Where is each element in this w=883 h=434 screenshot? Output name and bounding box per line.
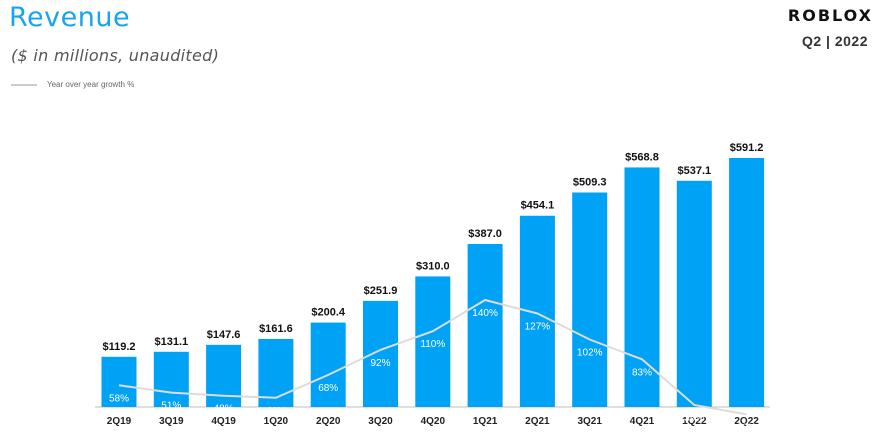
x-tick-label: 1Q22 <box>682 416 707 427</box>
growth-pct-label: 39% <box>684 413 704 424</box>
revenue-bar <box>676 180 712 407</box>
bar-value-label: $387.0 <box>468 228 502 240</box>
revenue-bar <box>467 244 503 407</box>
revenue-bar <box>101 356 137 407</box>
bar-value-label: $310.0 <box>416 260 450 272</box>
bar-value-label: $131.1 <box>154 336 188 348</box>
legend-line-swatch <box>11 83 37 86</box>
x-tick-label: 2Q22 <box>734 416 759 427</box>
growth-pct-label: 48% <box>214 404 234 415</box>
bar-value-label: $119.2 <box>102 341 135 353</box>
bar-value-label: $147.6 <box>207 329 241 341</box>
x-tick-label: 3Q20 <box>368 416 393 427</box>
bar-value-label: $161.6 <box>259 323 293 335</box>
growth-pct-label: 46% <box>266 406 286 417</box>
growth-pct-label: 110% <box>420 339 445 350</box>
revenue-bar <box>572 192 608 407</box>
growth-pct-label: 92% <box>370 358 390 369</box>
bar-value-label: $454.1 <box>521 200 555 212</box>
bar-value-label: $200.4 <box>311 307 346 319</box>
bar-value-label: $568.8 <box>625 151 659 163</box>
growth-pct-label: 102% <box>577 348 603 359</box>
x-tick-label: 4Q20 <box>421 416 446 427</box>
revenue-bar <box>363 300 398 407</box>
x-tick-label: 1Q21 <box>473 416 498 427</box>
x-tick-label: 3Q19 <box>159 416 184 427</box>
roblox-logo: ROBLOX <box>787 6 873 25</box>
report-period: Q2 | 2022 <box>801 33 868 49</box>
x-tick-label: 2Q21 <box>525 416 550 427</box>
revenue-bar <box>153 351 189 407</box>
legend-label: Year over year growth % <box>47 80 135 89</box>
revenue-bar <box>206 344 242 407</box>
revenue-bar <box>624 167 660 407</box>
chart-title: Revenue <box>9 2 131 33</box>
bar-value-label: $251.9 <box>364 285 398 297</box>
growth-line <box>118 298 747 416</box>
x-tick-label: 2Q20 <box>316 416 341 427</box>
growth-pct-label: 83% <box>632 367 652 378</box>
growth-pct-label: 58% <box>109 393 129 404</box>
bar-value-label: $537.1 <box>677 165 711 177</box>
growth-pct-label: 68% <box>318 383 338 394</box>
revenue-bar <box>729 158 765 407</box>
legend: Year over year growth % <box>11 80 134 89</box>
growth-pct-label: 127% <box>525 322 551 333</box>
revenue-bar <box>519 215 555 407</box>
growth-pct-label: 51% <box>161 401 181 412</box>
bar-value-label: $591.2 <box>730 142 764 154</box>
growth-pct-label: 140% <box>472 308 498 319</box>
x-tick-label: 4Q21 <box>630 416 655 427</box>
revenue-bar <box>310 322 346 407</box>
x-tick-label: 3Q21 <box>577 416 602 427</box>
x-tick-label: 1Q20 <box>264 416 289 427</box>
bar-value-label: $509.3 <box>573 176 607 188</box>
growth-pct-label: 30% <box>737 422 757 433</box>
x-tick-label: 2Q19 <box>107 416 132 427</box>
chart-subtitle: ($ in millions, unaudited) <box>11 46 220 65</box>
revenue-bar <box>258 338 294 407</box>
revenue-bar <box>415 276 451 407</box>
x-tick-label: 4Q19 <box>211 416 236 427</box>
